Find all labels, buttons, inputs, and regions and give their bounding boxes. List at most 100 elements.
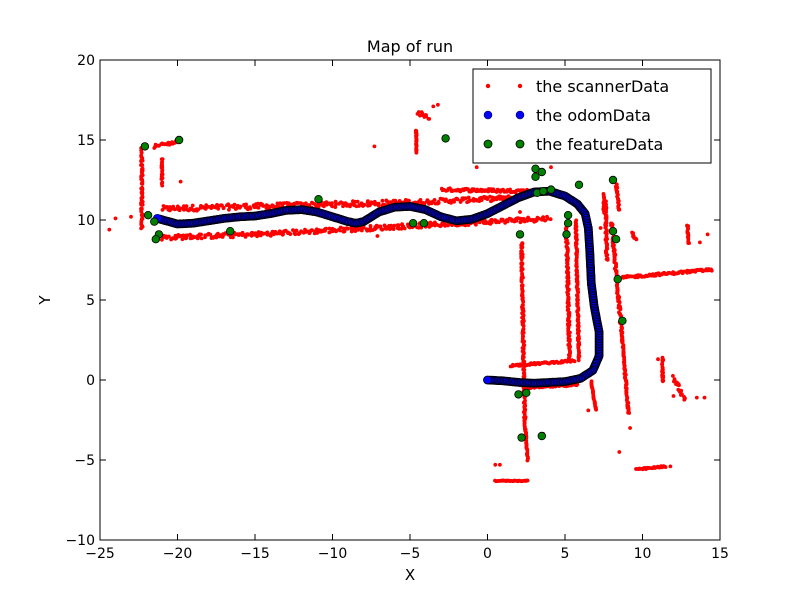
scanner-point xyxy=(333,199,338,204)
scanner-point xyxy=(549,165,553,170)
scanner-point xyxy=(291,228,295,233)
scanner-point xyxy=(324,226,328,231)
x-tick-label: 0 xyxy=(483,546,492,562)
scanner-point xyxy=(376,203,381,208)
scanner-point xyxy=(541,215,546,220)
feature-point xyxy=(563,210,573,220)
scanner-point xyxy=(605,246,610,251)
y-tick-label: −10 xyxy=(65,533,95,549)
scanner-point xyxy=(159,177,164,181)
scanner-point xyxy=(705,232,710,237)
scanner-point xyxy=(139,159,144,164)
scanner-point xyxy=(576,314,581,318)
legend-marker-scanner-1 xyxy=(485,83,491,89)
scanner-point xyxy=(576,298,580,302)
feature-point xyxy=(539,186,548,196)
scanner-point xyxy=(231,235,235,240)
scanner-point xyxy=(521,327,526,331)
x-tick-label: −25 xyxy=(85,546,115,562)
scanner-point xyxy=(483,221,488,226)
scanner-point xyxy=(274,231,278,235)
scanner-point xyxy=(566,329,571,334)
scanner-point xyxy=(206,204,210,209)
scanner-point xyxy=(505,219,510,224)
scanner-point xyxy=(275,201,280,206)
scanner-point xyxy=(436,102,440,107)
scanner-point xyxy=(215,203,220,207)
scanner-point xyxy=(190,203,195,208)
scanner-point xyxy=(167,234,171,239)
scanner-point xyxy=(367,203,372,208)
scanner-point xyxy=(678,389,683,394)
scanner-point xyxy=(414,150,419,155)
scanner-point xyxy=(199,236,204,241)
scanner-point xyxy=(668,464,673,469)
scanner-point xyxy=(519,245,524,250)
scanner-point xyxy=(183,236,188,241)
scanner-point xyxy=(248,206,253,211)
scanner-point xyxy=(355,199,360,204)
scanner-point xyxy=(604,253,609,257)
scanner-point xyxy=(160,160,165,164)
scanner-point xyxy=(466,195,471,200)
feature-point xyxy=(537,431,546,441)
x-tick-label: −20 xyxy=(163,546,193,562)
scanner-point xyxy=(634,237,639,242)
scanner-point xyxy=(519,268,524,273)
scanner-point xyxy=(357,204,361,208)
legend-label-odom: the odomData xyxy=(536,106,651,125)
scanner-point xyxy=(548,217,553,222)
feature-data-layer xyxy=(140,134,627,442)
scanner-point xyxy=(427,117,432,121)
scanner-point xyxy=(227,207,231,212)
scanner-point xyxy=(139,150,144,155)
feature-point xyxy=(546,185,556,194)
scanner-point xyxy=(381,202,385,207)
scanner-point xyxy=(276,204,280,209)
scanner-point xyxy=(491,197,496,202)
scanner-point xyxy=(327,226,332,231)
scanner-point xyxy=(256,201,260,206)
scanner-point xyxy=(521,299,526,304)
scanner-point xyxy=(709,268,714,273)
scanner-point xyxy=(184,204,189,209)
scanner-point xyxy=(139,169,144,174)
legend-label-scanner: the scannerData xyxy=(536,77,669,96)
scanner-point xyxy=(353,229,358,234)
scanner-point xyxy=(566,276,571,280)
scanner-point xyxy=(345,226,350,231)
scanner-point xyxy=(348,204,352,209)
scanner-point xyxy=(671,394,676,398)
scanner-point xyxy=(256,205,261,210)
scanner-point xyxy=(594,407,598,412)
scanner-point xyxy=(619,325,624,330)
scanner-point xyxy=(694,395,699,400)
feature-point xyxy=(531,172,540,181)
y-tick-label: −5 xyxy=(74,453,95,469)
scanner-point xyxy=(497,220,501,225)
scanner-point xyxy=(521,346,526,351)
scanner-point xyxy=(520,289,525,293)
feature-point xyxy=(314,194,323,204)
scanner-point xyxy=(604,218,609,222)
scanner-point xyxy=(537,216,541,221)
feature-point xyxy=(174,135,184,145)
scanner-point xyxy=(663,465,668,469)
feature-point xyxy=(574,180,584,189)
scanner-point xyxy=(686,236,691,241)
x-tick-label: 10 xyxy=(634,546,652,562)
scanner-point xyxy=(605,258,610,262)
legend-marker-odom-1 xyxy=(483,110,493,120)
scanner-point xyxy=(683,396,687,401)
scanner-point xyxy=(139,209,144,213)
scanner-point xyxy=(280,232,285,237)
scanner-point xyxy=(372,144,377,149)
scanner-point xyxy=(344,204,349,208)
scanner-point xyxy=(391,227,396,232)
scanner-point xyxy=(627,411,632,415)
scanner-point xyxy=(656,357,660,362)
scanner-point xyxy=(349,227,354,232)
scanner-point xyxy=(474,222,478,227)
scanner-point xyxy=(565,241,570,246)
scanner-point xyxy=(521,375,526,379)
